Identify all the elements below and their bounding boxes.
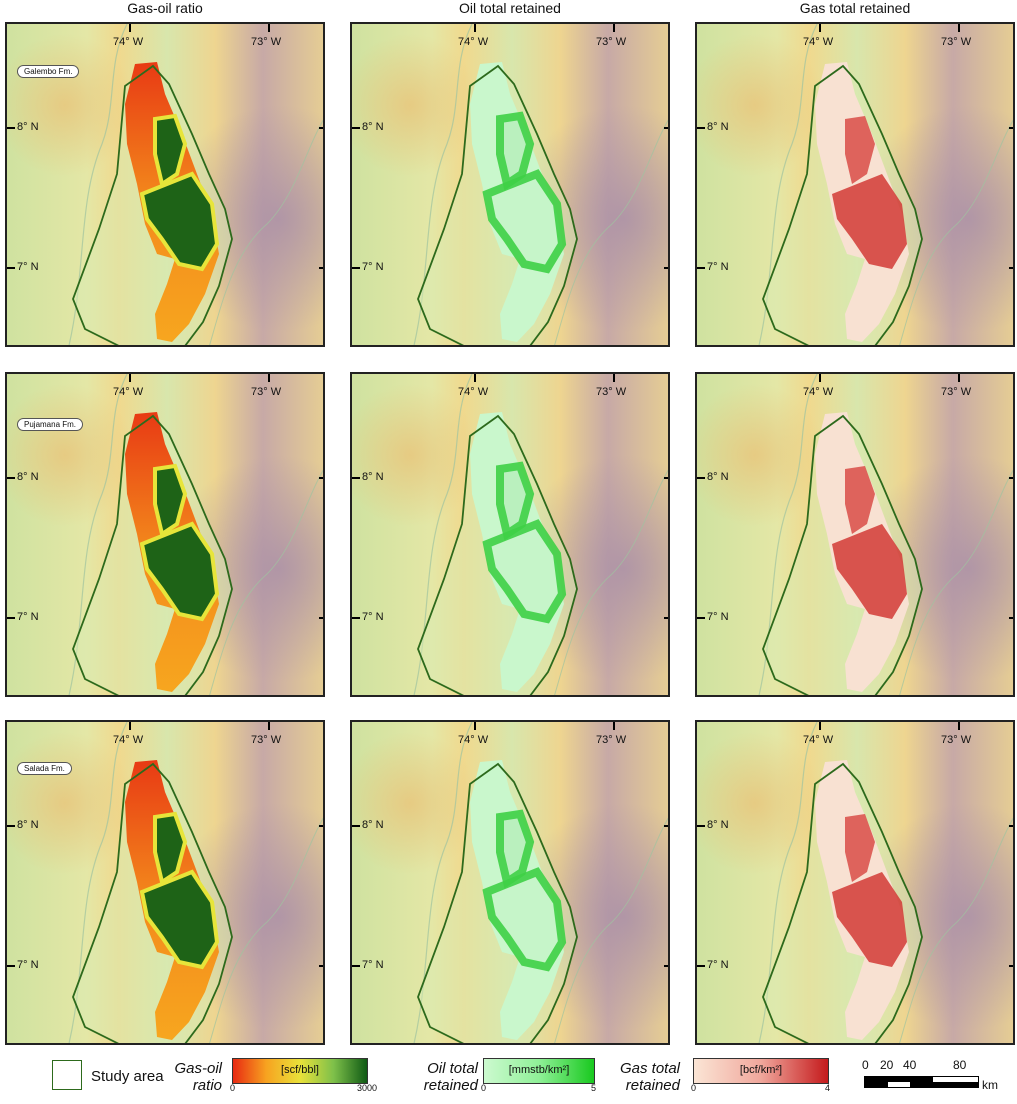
study-area-outline (417, 762, 578, 1043)
study-area-outline (417, 64, 578, 345)
lat-label-8n: 8° N (362, 471, 384, 483)
lat-label-8n: 8° N (362, 819, 384, 831)
scale-bar: 0 20 40 80 km (862, 1052, 1002, 1100)
gor-max-label: 3000 (357, 1083, 378, 1093)
oil-max-label: 5 (591, 1083, 597, 1093)
lon-label-73w: 73° W (941, 36, 972, 48)
gor-legend-title-line1: Gas-oil (174, 1060, 222, 1077)
lat-label-7n: 7° N (707, 959, 729, 971)
map-graphic (352, 24, 668, 345)
study-area-outline (72, 414, 233, 695)
study-area-outline (762, 64, 923, 345)
lat-label-8n: 8° N (707, 121, 729, 133)
gor-legend-title-line2: ratio (192, 1077, 222, 1094)
map-graphic (7, 722, 323, 1043)
lat-label-7n: 7° N (362, 959, 384, 971)
gor-legend-title: Gas-oil ratio (150, 1060, 222, 1094)
lat-label-7n: 7° N (17, 611, 39, 623)
lat-label-7n: 7° N (362, 261, 384, 273)
lon-label-73w: 73° W (941, 734, 972, 746)
lon-label-74w: 74° W (458, 734, 489, 746)
oil-legend-title-line2: retained (423, 1077, 478, 1094)
lat-label-8n: 8° N (707, 819, 729, 831)
map-panel-oil-1: 74° W 73° W 8° N 7° N (350, 372, 670, 697)
lon-label-73w: 73° W (251, 36, 282, 48)
scale-unit: km (982, 1078, 998, 1092)
map-panel-gor-1: 74° W 73° W 8° N 7° N Pujamana Fm. (5, 372, 325, 697)
gas-unit: [bcf/km²] (739, 1064, 783, 1076)
lon-label-73w: 73° W (251, 386, 282, 398)
scale-tick-80: 80 (953, 1058, 967, 1072)
scale-tick-40: 40 (903, 1058, 917, 1072)
legend: Study area Gas-oil ratio [scf/bbl] 0 300… (0, 1052, 1017, 1102)
map-panel-oil-2: 74° W 73° W 8° N 7° N (350, 720, 670, 1045)
study-area-label: Study area (91, 1068, 164, 1085)
oil-min-label: 0 (481, 1083, 487, 1093)
map-graphic (7, 24, 323, 345)
study-area-outline (72, 762, 233, 1043)
map-graphic (352, 722, 668, 1043)
study-area-outline (72, 64, 233, 345)
gor-unit: [scf/bbl] (281, 1064, 319, 1076)
lat-label-8n: 8° N (17, 121, 39, 133)
oil-colorbar: [mmstb/km²] (483, 1058, 595, 1084)
lon-label-74w: 74° W (803, 386, 834, 398)
gas-legend-title-line2: retained (625, 1077, 680, 1094)
map-panel-gor-0: 74° W 73° W 8° N 7° N Galembo Fm. (5, 22, 325, 347)
lat-label-8n: 8° N (707, 471, 729, 483)
gor-min-label: 0 (230, 1083, 236, 1093)
scale-bar-graphic (864, 1076, 979, 1088)
lon-label-73w: 73° W (941, 386, 972, 398)
lon-label-74w: 74° W (803, 36, 834, 48)
lat-label-8n: 8° N (17, 471, 39, 483)
lat-label-7n: 7° N (707, 261, 729, 273)
formation-label: Pujamana Fm. (17, 418, 84, 431)
lon-label-74w: 74° W (113, 36, 144, 48)
lat-label-7n: 7° N (362, 611, 384, 623)
lon-label-74w: 74° W (458, 36, 489, 48)
lat-label-7n: 7° N (17, 959, 39, 971)
scale-tick-20: 20 (880, 1058, 894, 1072)
lon-label-73w: 73° W (251, 734, 282, 746)
lat-label-8n: 8° N (17, 819, 39, 831)
lon-label-73w: 73° W (596, 734, 627, 746)
scale-tick-0: 0 (862, 1058, 869, 1072)
map-panel-oil-0: 74° W 73° W 8° N 7° N (350, 22, 670, 347)
gor-colorbar: [scf/bbl] (232, 1058, 368, 1084)
formation-label: Galembo Fm. (17, 65, 80, 78)
column-title-gas: Gas total retained (799, 0, 911, 16)
map-panel-gor-2: 74° W 73° W 8° N 7° N Salada Fm. (5, 720, 325, 1045)
gas-min-label: 0 (691, 1083, 697, 1093)
oil-legend-title-line1: Oil total (427, 1060, 478, 1077)
lat-label-7n: 7° N (17, 261, 39, 273)
map-graphic (697, 24, 1013, 345)
map-graphic (352, 374, 668, 695)
gas-legend-title-line1: Gas total (619, 1060, 680, 1077)
lat-label-8n: 8° N (362, 121, 384, 133)
study-area-outline (762, 762, 923, 1043)
oil-legend-title: Oil total retained (400, 1060, 478, 1094)
study-area-outline (762, 414, 923, 695)
gas-max-label: 4 (825, 1083, 831, 1093)
map-graphic (697, 374, 1013, 695)
study-area-outline (417, 414, 578, 695)
lon-label-74w: 74° W (803, 734, 834, 746)
column-title-oil: Oil total retained (459, 0, 561, 16)
map-panel-gas-1: 74° W 73° W 8° N 7° N (695, 372, 1015, 697)
lon-label-74w: 74° W (113, 386, 144, 398)
column-title-gor: Gas-oil ratio (127, 0, 203, 16)
oil-unit: [mmstb/km²] (508, 1064, 570, 1076)
study-area-swatch (52, 1060, 82, 1090)
formation-label: Salada Fm. (17, 762, 72, 775)
lon-label-73w: 73° W (596, 386, 627, 398)
lat-label-7n: 7° N (707, 611, 729, 623)
lon-label-73w: 73° W (596, 36, 627, 48)
lon-label-74w: 74° W (113, 734, 144, 746)
lon-label-74w: 74° W (458, 386, 489, 398)
gas-legend-title: Gas total retained (600, 1060, 680, 1094)
gas-colorbar: [bcf/km²] (693, 1058, 829, 1084)
map-panel-gas-2: 74° W 73° W 8° N 7° N (695, 720, 1015, 1045)
map-panel-gas-0: 74° W 73° W 8° N 7° N (695, 22, 1015, 347)
map-graphic (697, 722, 1013, 1043)
